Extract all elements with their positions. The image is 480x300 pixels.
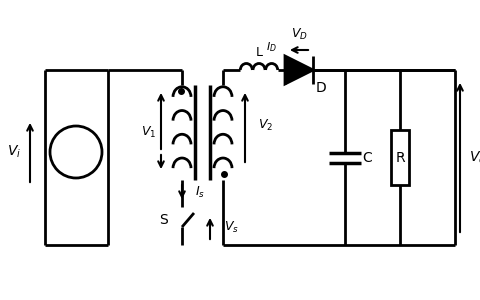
Text: $V_2$: $V_2$ [258, 117, 273, 133]
Text: S: S [160, 213, 168, 227]
Text: $V_i$: $V_i$ [7, 144, 21, 160]
Text: D: D [316, 81, 326, 95]
Text: R: R [395, 151, 405, 164]
Text: C: C [362, 151, 372, 164]
Text: $I_s$: $I_s$ [195, 184, 205, 200]
Bar [391, 130, 409, 184]
Text: $V_o$: $V_o$ [469, 149, 480, 166]
Text: $V_D$: $V_D$ [290, 26, 307, 41]
Text: $V_s$: $V_s$ [224, 220, 239, 235]
Text: $V_1$: $V_1$ [141, 124, 156, 140]
Text: $I_D$: $I_D$ [266, 40, 277, 54]
Polygon shape [285, 56, 313, 84]
Text: L: L [255, 46, 263, 59]
